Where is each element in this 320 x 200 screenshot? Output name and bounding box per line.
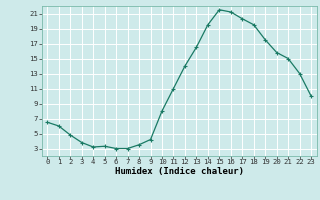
- X-axis label: Humidex (Indice chaleur): Humidex (Indice chaleur): [115, 167, 244, 176]
